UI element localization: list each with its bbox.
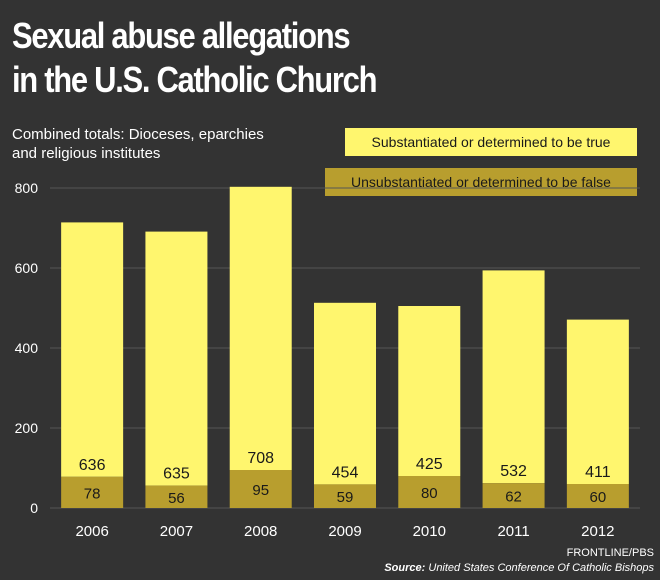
data-label-unsubstantiated: 56: [168, 490, 185, 507]
bar-chart: 0 200 400 600 800 78 636 2006 56 635 2007 95 708 2008…: [15, 180, 640, 540]
y-tick-label: 200: [15, 420, 39, 436]
data-label-substantiated: 411: [585, 464, 611, 481]
bar-substantiated: [482, 270, 545, 484]
credit-text: FRONTLINE/PBS: [566, 547, 654, 559]
chart-subtitle: Combined totals: Dioceses, eparchies and…: [12, 125, 312, 163]
data-label-unsubstantiated: 78: [84, 485, 101, 502]
data-label-unsubstantiated: 60: [590, 489, 607, 506]
x-tick-label: 2012: [581, 523, 614, 540]
chart-title-line1: Sexual abuse allegations: [12, 15, 351, 56]
data-label-unsubstantiated: 80: [421, 485, 438, 502]
bar-unsubstantiated: [61, 476, 124, 508]
source-text: United States Conference Of Catholic Bis…: [428, 562, 654, 574]
data-label-substantiated: 708: [247, 450, 274, 467]
data-label-unsubstantiated: 95: [252, 482, 269, 499]
bar-substantiated: [61, 222, 124, 477]
chart-title-line2: in the U.S. Catholic Church: [12, 59, 378, 100]
data-label-substantiated: 635: [163, 466, 190, 483]
data-label-substantiated: 425: [416, 456, 443, 473]
y-tick-label: 600: [15, 260, 39, 276]
data-label-unsubstantiated: 59: [337, 489, 354, 506]
bar-unsubstantiated: [566, 484, 629, 508]
x-tick-label: 2007: [160, 523, 193, 540]
bar-substantiated: [145, 231, 208, 486]
chart-subtitle-line2: and religious institutes: [12, 145, 161, 162]
bar-unsubstantiated: [482, 483, 545, 508]
x-tick-label: 2011: [497, 523, 529, 540]
bar-unsubstantiated: [398, 476, 461, 508]
bar-unsubstantiated: [314, 484, 376, 508]
bar-substantiated: [314, 302, 376, 485]
source-note: Source: United States Conference Of Cath…: [384, 562, 654, 574]
legend-substantiated-label: Substantiated or determined to be true: [371, 134, 611, 150]
data-label-substantiated: 636: [79, 457, 106, 474]
bar-substantiated: [566, 319, 629, 484]
bar-substantiated: [398, 306, 461, 476]
y-tick-label: 800: [15, 180, 39, 196]
legend-substantiated: Substantiated or determined to be true: [345, 128, 637, 156]
data-label-unsubstantiated: 62: [505, 489, 522, 506]
y-tick-label: 400: [15, 340, 39, 356]
bar-substantiated: [229, 186, 292, 471]
bar-unsubstantiated: [229, 470, 292, 508]
data-label-substantiated: 454: [332, 464, 359, 481]
legend-unsubstantiated: Unsubstantiated or determined to be fals…: [325, 168, 637, 196]
source-label: Source:: [384, 562, 426, 574]
legend-unsubstantiated-label: Unsubstantiated or determined to be fals…: [351, 174, 611, 190]
x-tick-label: 2010: [413, 523, 446, 540]
chart-title: Sexual abuse allegations in the U.S. Cat…: [12, 14, 390, 102]
chart-subtitle-line1: Combined totals: Dioceses, eparchies: [12, 126, 264, 143]
data-label-substantiated: 532: [500, 463, 527, 480]
bar-unsubstantiated: [145, 485, 208, 508]
x-tick-label: 2006: [75, 523, 108, 540]
y-tick-label: 0: [30, 500, 38, 516]
x-tick-label: 2008: [244, 523, 277, 540]
x-tick-label: 2009: [328, 523, 361, 540]
